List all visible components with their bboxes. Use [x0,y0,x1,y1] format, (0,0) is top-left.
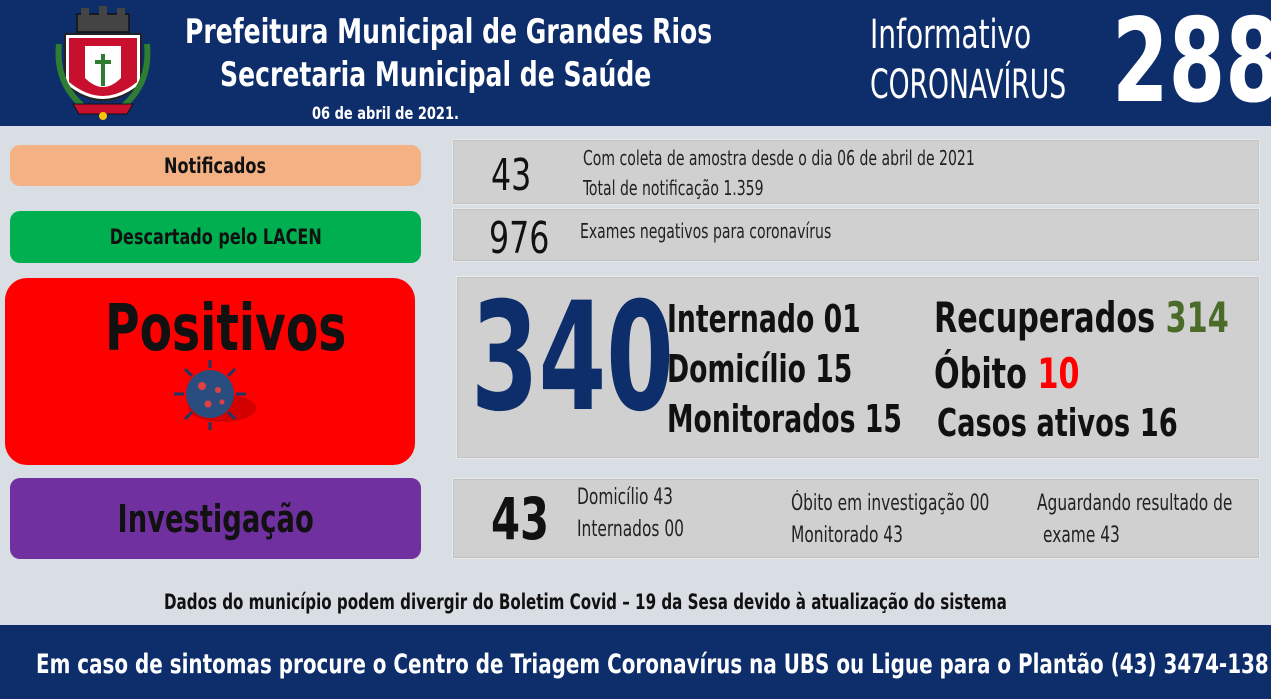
coronavirus-label: CORONAVÍRUS [870,62,1067,108]
casos-ativos-value: 16 [1139,401,1178,445]
positivos-value: 340 [471,271,674,445]
monitorados-row: Monitorados 15 [667,397,902,441]
positivos-pill: Positivos [5,278,415,465]
municipal-coat-of-arms-icon [55,6,151,120]
footer-banner: Em caso de sintomas procure o Centro de … [0,625,1271,699]
domicilio-row: Domicílio 15 [667,347,852,391]
casos-ativos-label: Casos ativos [937,401,1131,445]
descartado-label: Descartado pelo LACEN [109,225,322,249]
investigacao-internados: Internados 00 [577,517,685,542]
prefeitura-title: Prefeitura Municipal de Grandes Rios [185,12,713,52]
investigacao-monitorado: Monitorado 43 [791,523,903,548]
notificados-panel: 43 Com coleta de amostra desde o dia 06 … [452,139,1260,205]
descartado-pill: Descartado pelo LACEN [10,211,421,263]
recuperados-row: Recuperados 314 [934,293,1229,342]
domicilio-value: 15 [815,347,853,391]
internado-row: Internado 01 [667,297,861,341]
monitorados-value: 15 [864,397,902,441]
investigacao-domicilio: Domicílio 43 [577,485,674,510]
internado-label: Internado [667,297,815,341]
informativo-label: Informativo [870,12,1032,58]
investigacao-panel: 43 Domicílio 43 Internados 00 Óbito em i… [452,478,1260,559]
investigacao-obito: Óbito em investigação 00 [791,491,990,516]
secretaria-title: Secretaria Municipal de Saúde [220,55,652,95]
domicilio-label: Domicílio [667,347,806,391]
recuperados-value: 314 [1165,293,1229,342]
obito-value: 10 [1037,349,1080,398]
disclaimer-text: Dados do município podem divergir do Bol… [164,590,1007,614]
header-banner: Prefeitura Municipal de Grandes Rios Sec… [0,0,1271,126]
investigacao-pill: Investigação [10,478,421,559]
bulletin-number: 288 [1112,0,1271,129]
internado-value: 01 [823,297,861,341]
bulletin-date: 06 de abril de 2021. [312,104,459,124]
positivos-panel: 340 Internado 01 Domicílio 15 Monitorado… [456,276,1260,459]
notificados-value: 43 [491,150,532,201]
recuperados-label: Recuperados [934,293,1156,342]
descartado-value: 976 [489,213,550,264]
obito-label: Óbito [934,349,1027,398]
investigacao-value: 43 [491,485,550,553]
casos-ativos-row: Casos ativos 16 [937,401,1178,445]
investigacao-aguardando-2: exame 43 [1043,523,1120,548]
notificados-label: Notificados [164,153,267,178]
notificados-detail-1: Com coleta de amostra desde o dia 06 de … [583,146,975,170]
notificados-detail-2: Total de notificação 1.359 [583,176,764,200]
investigacao-aguardando-1: Aguardando resultado de [1037,491,1233,516]
investigacao-label: Investigação [117,496,314,541]
monitorados-label: Monitorados [667,397,856,441]
coronavirus-icon [174,360,256,430]
positivos-label: Positivos [105,292,347,366]
descartado-detail: Exames negativos para coronavírus [580,219,832,243]
descartado-panel: 976 Exames negativos para coronavírus [452,208,1260,264]
notificados-pill: Notificados [10,145,421,186]
footer-text: Em caso de sintomas procure o Centro de … [36,649,1271,680]
obito-row: Óbito 10 [934,349,1080,398]
